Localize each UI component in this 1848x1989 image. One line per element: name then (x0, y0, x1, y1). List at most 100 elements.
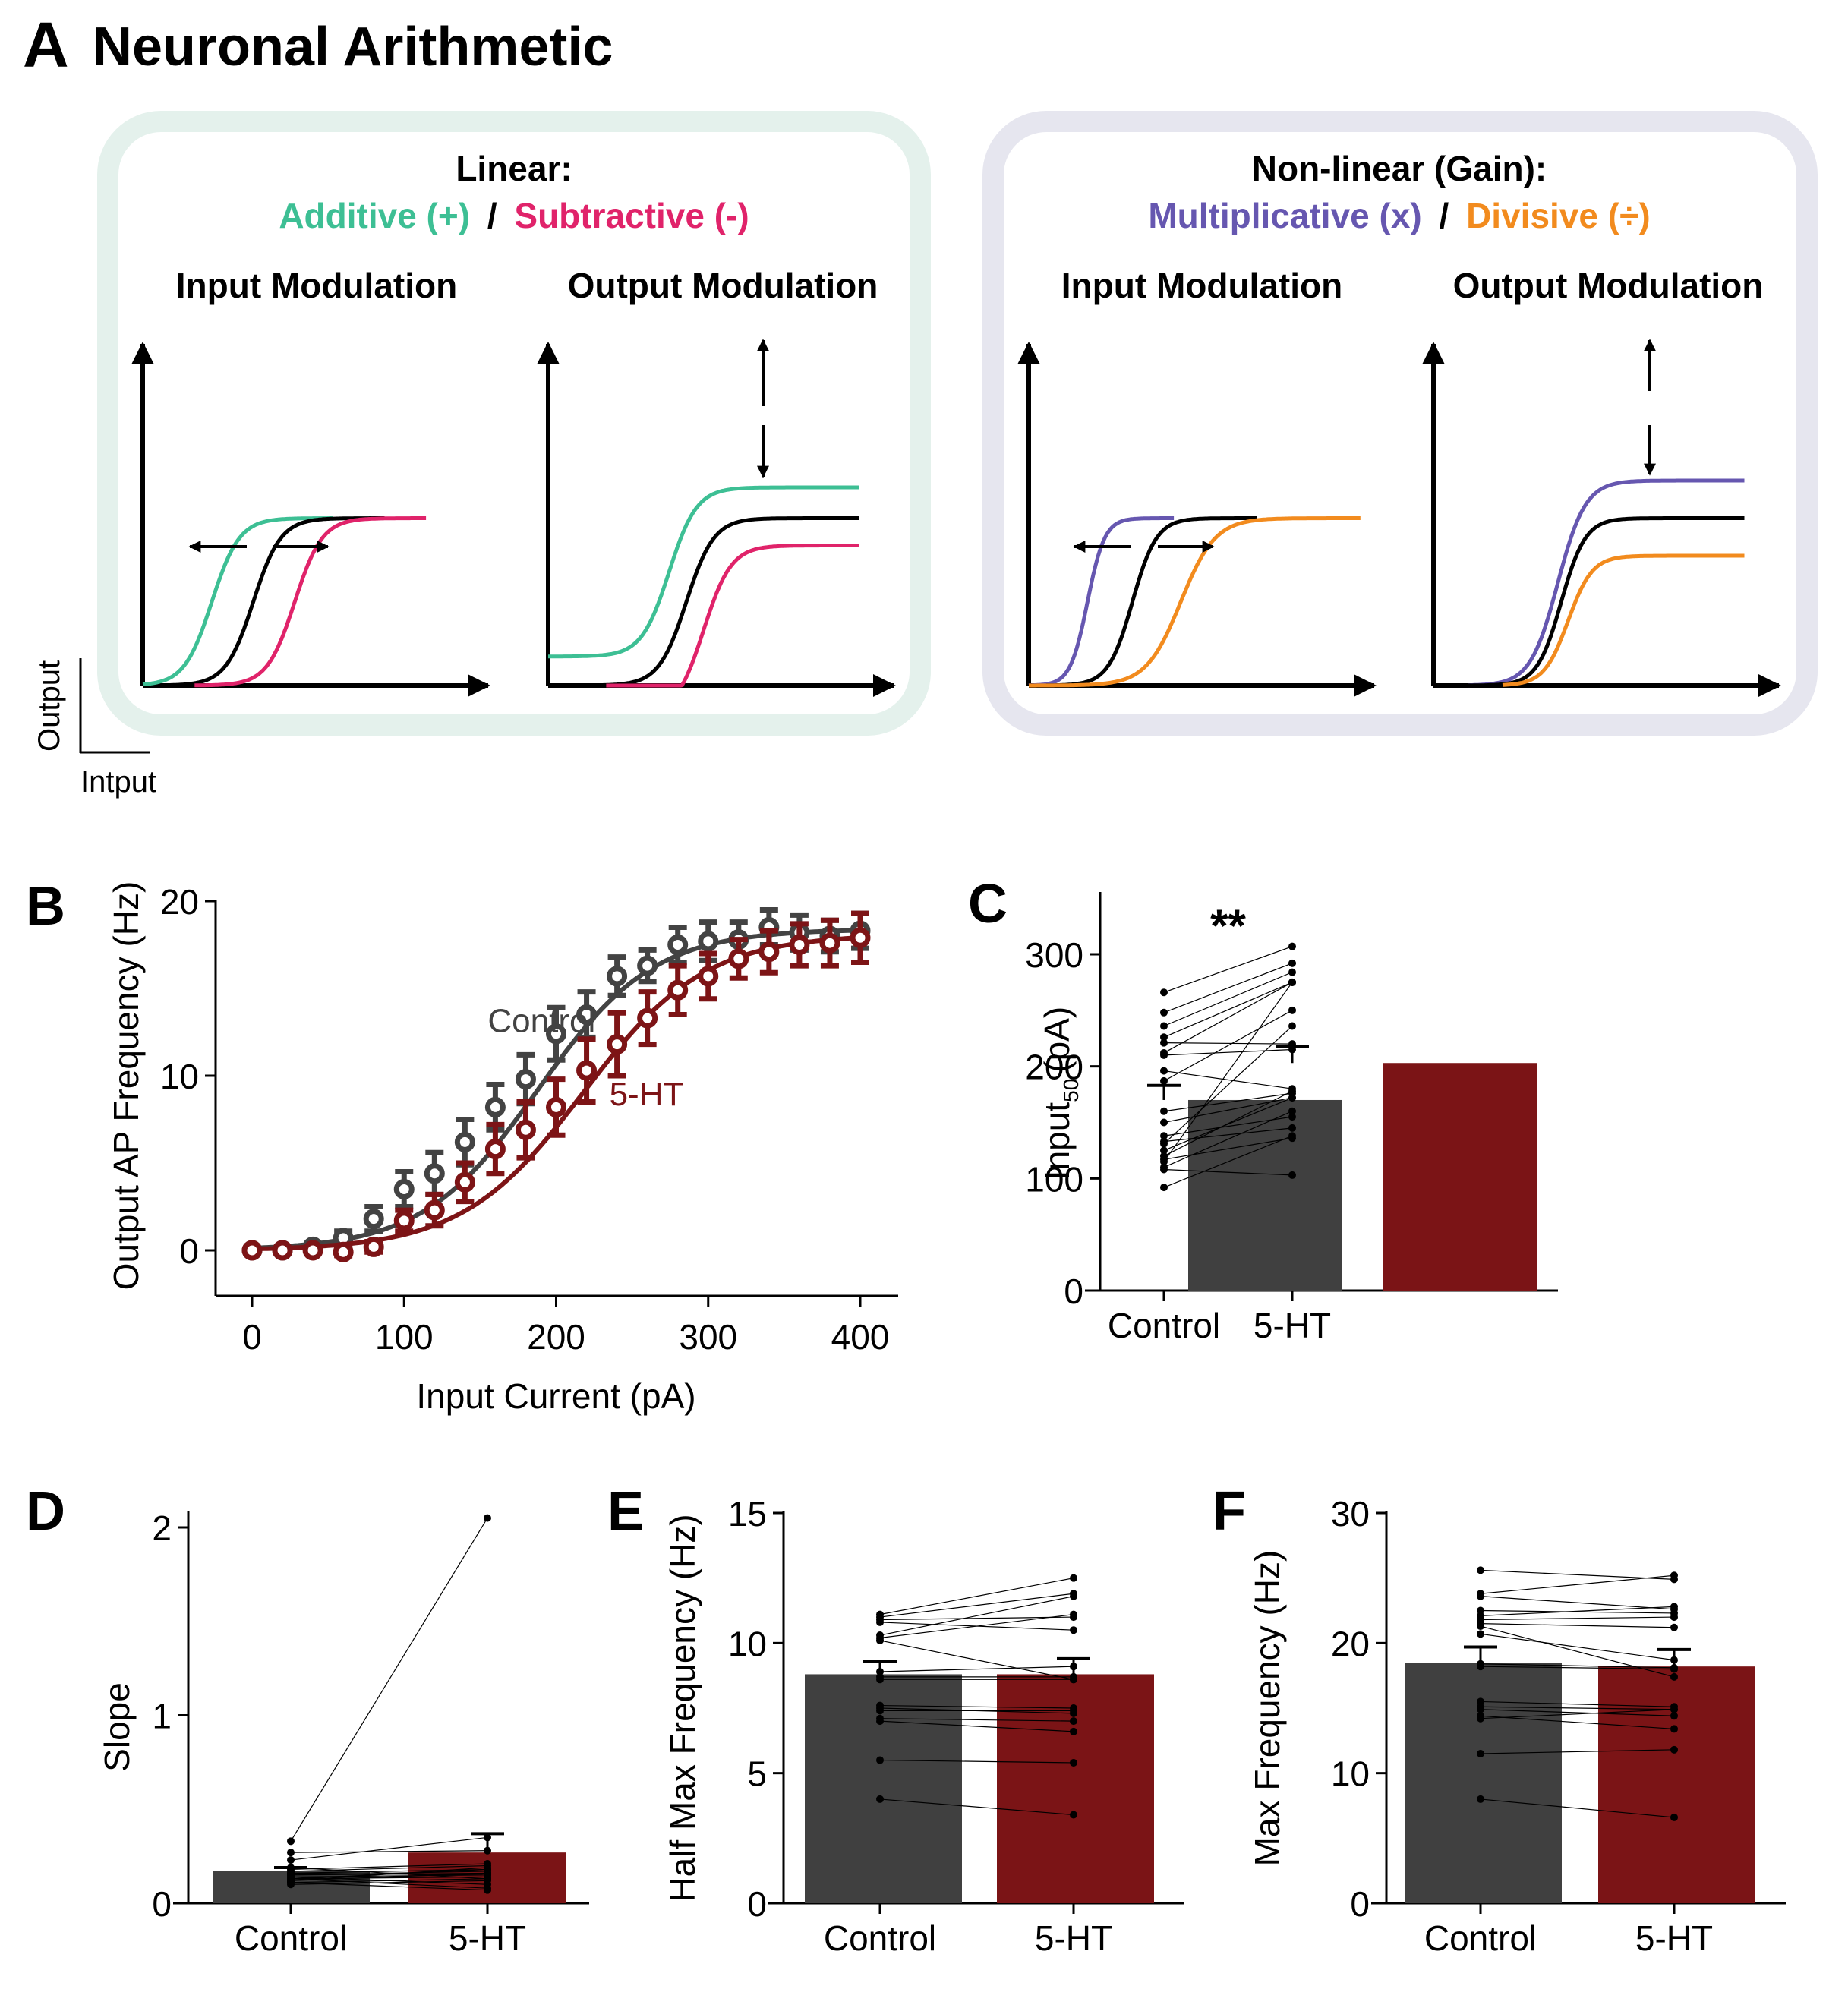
paired-line (1163, 1135, 1293, 1188)
data-point (1670, 1656, 1678, 1664)
data-point (484, 1874, 491, 1883)
gain-input-title: Input Modulation (1061, 266, 1342, 305)
data-point (637, 955, 658, 976)
paired-line (879, 1718, 1074, 1722)
y-tick-label: 1 (152, 1697, 172, 1736)
data-point (1160, 1051, 1168, 1059)
gain-output-title: Output Modulation (1453, 266, 1764, 305)
data-point (1477, 1630, 1484, 1638)
schematic-linear-output (537, 339, 896, 697)
paired-line (290, 1518, 488, 1842)
y-tick-label: 0 (747, 1884, 767, 1924)
data-point (1160, 1152, 1168, 1160)
linear-separator: / (487, 196, 497, 235)
subtractive-curve (194, 516, 427, 688)
linear-subheading: Additive (+) / Subtractive (-) (279, 196, 749, 235)
data-point (546, 1096, 566, 1117)
data-point (1288, 1040, 1296, 1048)
paired-line (290, 1878, 488, 1883)
paired-line (1163, 1090, 1293, 1157)
data-point (876, 1636, 884, 1644)
series-label-5-ht: 5-HT (610, 1076, 684, 1113)
data-point (1160, 1033, 1168, 1042)
baseline-curve (1433, 516, 1745, 688)
data-point (1670, 1725, 1678, 1733)
data-point (272, 1240, 293, 1261)
paired-line (879, 1798, 1074, 1816)
linear-box (97, 111, 931, 736)
paired-line (1163, 1048, 1293, 1056)
y-tick-label: 2 (152, 1508, 172, 1548)
y-tick-label: 10 (160, 1057, 199, 1096)
data-point (876, 1707, 884, 1715)
data-point (1160, 1039, 1168, 1047)
data-point (1160, 1184, 1168, 1192)
x-tick-label: Control (235, 1918, 347, 1958)
data-point (1670, 1665, 1678, 1673)
additive-curve (142, 516, 333, 686)
x-tick-label: 5-HT (1254, 1306, 1331, 1345)
scale-bar: Output Intput (33, 658, 156, 799)
paired-line (290, 1864, 488, 1872)
paired-line (1480, 1596, 1675, 1610)
data-point (1477, 1622, 1484, 1631)
paired-line (1163, 1168, 1293, 1176)
schematic-gain-output (1422, 339, 1781, 697)
data-point (484, 1880, 491, 1889)
data-point (819, 932, 840, 954)
data-point (393, 1210, 415, 1231)
data-point (287, 1869, 295, 1877)
paired-line (1163, 982, 1293, 1038)
x-tick-label: 0 (242, 1317, 262, 1357)
data-point (876, 1795, 884, 1803)
data-point (363, 1209, 384, 1230)
x-tick-label: Control (1424, 1918, 1537, 1958)
y-tick-label: 20 (1331, 1624, 1370, 1663)
y-tick-label: 10 (728, 1624, 767, 1663)
paired-line (879, 1593, 1074, 1618)
data-point (454, 1131, 475, 1152)
y-tick-label: 15 (728, 1494, 767, 1534)
series-label-control: Control (487, 1003, 595, 1040)
bar-control (1405, 1663, 1562, 1903)
paired-line (1163, 1111, 1293, 1168)
data-point (1670, 1672, 1678, 1681)
y-tick-label: 30 (1331, 1494, 1370, 1534)
data-point (1160, 1132, 1168, 1140)
gain-heading: Non-linear (Gain): (1252, 149, 1547, 188)
paired-line (879, 1666, 1074, 1672)
data-point (1288, 1094, 1296, 1102)
data-point (876, 1714, 884, 1723)
data-point (1160, 1107, 1168, 1115)
data-point (302, 1240, 323, 1261)
data-point (1670, 1603, 1678, 1611)
panel-d-letter: D (26, 1481, 65, 1542)
paired-line (290, 1868, 488, 1880)
paired-line (1163, 1137, 1293, 1160)
y-axis-label: Half Max Frequency (Hz) (663, 1514, 702, 1902)
paired-line (1163, 1127, 1293, 1143)
data-point (1477, 1714, 1484, 1723)
paired-line (1480, 1709, 1675, 1719)
data-point (287, 1837, 295, 1846)
data-point (1288, 1045, 1296, 1054)
data-point (484, 1886, 491, 1894)
y-tick-label: 5 (747, 1754, 767, 1794)
significance-marker: ** (1210, 900, 1246, 951)
data-point (1477, 1697, 1484, 1706)
paired-line (1163, 1010, 1293, 1082)
data-point (1160, 1022, 1168, 1030)
paired-line (1163, 1070, 1293, 1089)
data-point (876, 1675, 884, 1684)
y-axis-label: Output AP Frequency (Hz) (106, 881, 146, 1291)
data-point (515, 1119, 536, 1140)
divisive-label: Divisive (÷) (1466, 196, 1651, 235)
data-point (698, 931, 719, 952)
data-point (1160, 988, 1168, 997)
paired-line (1480, 1701, 1675, 1707)
data-point (1477, 1749, 1484, 1757)
data-point (393, 1179, 415, 1199)
data-point (484, 1846, 491, 1855)
panel-f-letter: F (1213, 1481, 1246, 1542)
